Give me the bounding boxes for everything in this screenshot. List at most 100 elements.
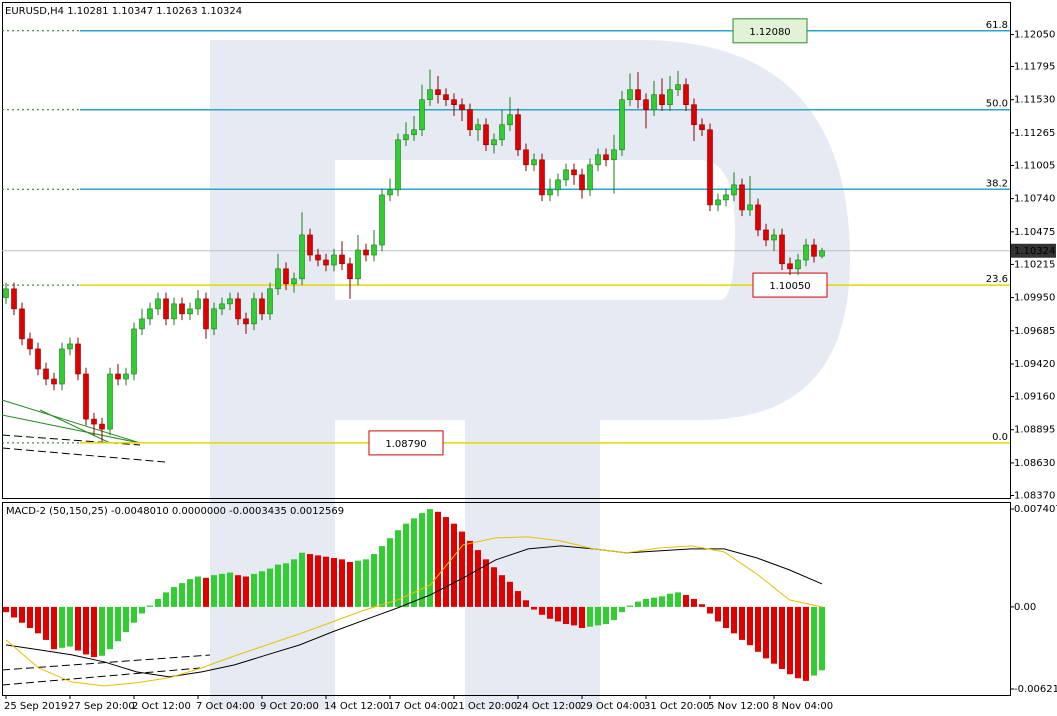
x-tick-label: 7 Oct 04:00	[196, 701, 255, 712]
candle-body	[283, 268, 289, 285]
candle-body	[395, 139, 401, 191]
candle-body	[67, 343, 73, 350]
macd-bar	[347, 561, 353, 607]
candle-body	[275, 268, 281, 290]
macd-bar	[731, 606, 737, 634]
candle-body	[219, 303, 225, 310]
macd-bar	[683, 594, 689, 607]
candle-body	[171, 303, 177, 320]
candle-body	[427, 89, 433, 100]
candle-body	[675, 84, 681, 90]
candle-body	[571, 169, 577, 176]
macd-bar	[59, 606, 65, 648]
watermark-logo	[210, 40, 850, 710]
candle-body	[355, 249, 361, 280]
candle-body	[475, 124, 481, 131]
candle-body	[643, 99, 649, 111]
macd-bar	[139, 606, 145, 614]
candle-body	[779, 234, 785, 265]
macd-bar	[595, 606, 601, 626]
candle-body	[339, 254, 345, 265]
chart-title: EURUSD,H4 1.10281 1.10347 1.10263 1.1032…	[5, 6, 242, 17]
candle-body	[139, 318, 145, 330]
candle-body	[211, 308, 217, 330]
candle-body	[163, 298, 169, 320]
candle-body	[291, 278, 297, 285]
macd-line	[5, 536, 823, 687]
macd-bar	[523, 600, 529, 607]
macd-bar	[507, 581, 513, 607]
macd-bar	[819, 606, 825, 671]
macd-bar	[323, 556, 329, 607]
macd-bar	[403, 523, 409, 607]
x-tick-label: 24 Oct 12:00	[516, 701, 581, 712]
candle-body	[195, 298, 201, 310]
candle-body	[227, 298, 233, 305]
level-ratio: 61.8	[986, 20, 1008, 31]
macd-title: MACD-2 (50,150,25) -0.0048010 0.0000000 …	[6, 506, 344, 517]
macd-bar	[723, 606, 729, 629]
macd-bar	[547, 606, 553, 619]
macd-bar	[171, 587, 177, 607]
candle-body	[19, 308, 25, 340]
macd-bar	[395, 530, 401, 607]
candle-body	[107, 373, 113, 430]
candle-body	[723, 194, 729, 201]
candle-body	[11, 288, 17, 310]
trend-line	[39, 409, 111, 444]
candle-body	[587, 164, 593, 191]
candle-body	[83, 373, 89, 420]
candle-body	[483, 124, 489, 146]
candle-body	[419, 99, 425, 131]
y-tick-label: 1.09685	[1014, 326, 1055, 337]
macd-bar	[747, 606, 753, 646]
x-tick-label: 8 Nov 04:00	[772, 701, 833, 712]
candle-body	[331, 254, 337, 266]
macd-bar	[115, 606, 121, 642]
macd-y-tick-label: 0.00	[1014, 602, 1036, 613]
macd-bar	[43, 606, 49, 640]
macd-bar	[379, 546, 385, 607]
macd-bar	[283, 563, 289, 607]
candle-body	[739, 184, 745, 211]
macd-bar	[99, 606, 105, 656]
macd-bar	[195, 576, 201, 607]
macd-bar	[531, 606, 537, 610]
macd-bar	[619, 606, 625, 613]
y-tick-label: 1.08630	[1014, 458, 1055, 469]
y-tick-label: 1.10215	[1014, 259, 1055, 270]
candle-body	[603, 154, 609, 161]
level-price-box-frame	[732, 18, 808, 44]
candle-body	[203, 298, 209, 330]
macd-bar	[483, 559, 489, 607]
macd-bar	[475, 550, 481, 607]
x-tick-label: 31 Oct 20:00	[644, 701, 709, 712]
candle-body	[371, 244, 377, 256]
macd-bar	[707, 606, 713, 614]
candle-body	[35, 348, 41, 370]
candle-body	[435, 89, 441, 95]
macd-bar	[635, 601, 641, 607]
macd-bar	[515, 591, 521, 607]
candle-body	[699, 124, 705, 131]
trend-line	[1, 667, 201, 686]
macd-bar	[555, 606, 561, 622]
candle-body	[251, 298, 257, 325]
macd-bar	[219, 573, 225, 607]
level-ratio: 0.0	[992, 432, 1008, 443]
macd-bar	[691, 598, 697, 607]
candle-body	[691, 104, 697, 126]
level-ratio: 23.6	[986, 274, 1008, 285]
macd-bar	[579, 606, 585, 629]
level-price-box: 1.10050	[752, 272, 828, 298]
candle-body	[667, 89, 673, 106]
macd-bar	[163, 592, 169, 607]
candle-body	[299, 234, 305, 280]
macd-bar	[659, 596, 665, 607]
macd-bar	[3, 606, 9, 613]
x-tick-label: 5 Nov 12:00	[708, 701, 769, 712]
macd-bar	[91, 606, 97, 658]
candle-body	[259, 298, 265, 315]
candle-body	[451, 99, 457, 106]
level-price-box: 1.08790	[368, 430, 444, 456]
